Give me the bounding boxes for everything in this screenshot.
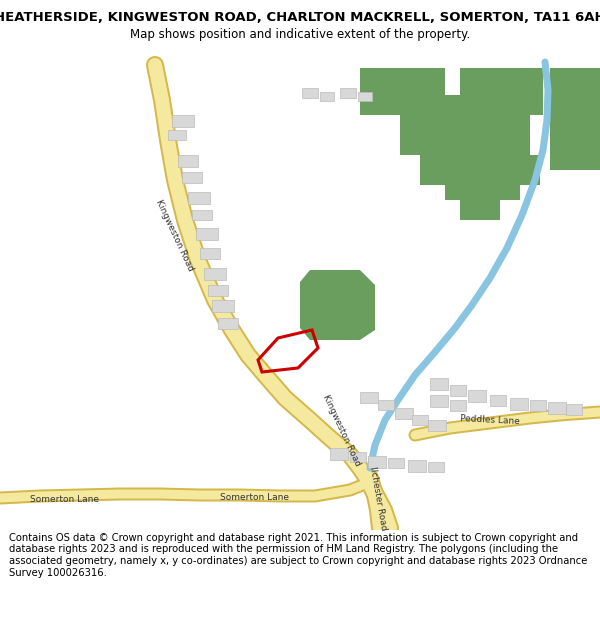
Polygon shape [212, 300, 234, 312]
Polygon shape [172, 115, 194, 127]
Polygon shape [320, 92, 334, 101]
Polygon shape [350, 452, 366, 462]
Text: Somerton Lane: Somerton Lane [31, 496, 100, 504]
Text: Ilchester Road: Ilchester Road [368, 466, 388, 531]
Polygon shape [360, 392, 378, 403]
Polygon shape [358, 92, 372, 101]
Polygon shape [178, 155, 198, 167]
Polygon shape [430, 395, 448, 407]
Polygon shape [490, 395, 506, 406]
Text: Somerton Lane: Somerton Lane [221, 494, 290, 502]
Polygon shape [208, 285, 228, 296]
Polygon shape [168, 130, 186, 140]
Polygon shape [450, 400, 466, 411]
Text: Map shows position and indicative extent of the property.: Map shows position and indicative extent… [130, 28, 470, 41]
Polygon shape [218, 318, 238, 329]
Polygon shape [530, 400, 546, 411]
Polygon shape [412, 415, 428, 425]
Polygon shape [395, 408, 413, 419]
Polygon shape [330, 448, 348, 460]
Text: HEATHERSIDE, KINGWESTON ROAD, CHARLTON MACKRELL, SOMERTON, TA11 6AH: HEATHERSIDE, KINGWESTON ROAD, CHARLTON M… [0, 11, 600, 24]
Polygon shape [360, 68, 543, 220]
Polygon shape [428, 462, 444, 472]
Text: Kingweston Road: Kingweston Road [154, 198, 196, 272]
Polygon shape [548, 402, 566, 414]
Polygon shape [430, 378, 448, 390]
Polygon shape [192, 210, 212, 220]
Polygon shape [388, 458, 404, 468]
Polygon shape [340, 88, 356, 98]
Polygon shape [182, 172, 202, 183]
Text: Peddles Lane: Peddles Lane [460, 414, 520, 426]
Polygon shape [408, 460, 426, 472]
Polygon shape [428, 420, 446, 431]
Polygon shape [302, 88, 318, 98]
Polygon shape [204, 268, 226, 280]
Polygon shape [510, 398, 528, 410]
Polygon shape [550, 68, 600, 170]
Text: Kingweston Road: Kingweston Road [322, 392, 362, 468]
Polygon shape [566, 404, 582, 415]
Polygon shape [200, 248, 220, 259]
Polygon shape [468, 390, 486, 402]
Polygon shape [368, 456, 386, 468]
Polygon shape [300, 270, 375, 340]
Text: Contains OS data © Crown copyright and database right 2021. This information is : Contains OS data © Crown copyright and d… [9, 533, 587, 578]
Polygon shape [378, 400, 394, 410]
Polygon shape [196, 228, 218, 240]
Polygon shape [188, 192, 210, 204]
Polygon shape [450, 385, 466, 396]
